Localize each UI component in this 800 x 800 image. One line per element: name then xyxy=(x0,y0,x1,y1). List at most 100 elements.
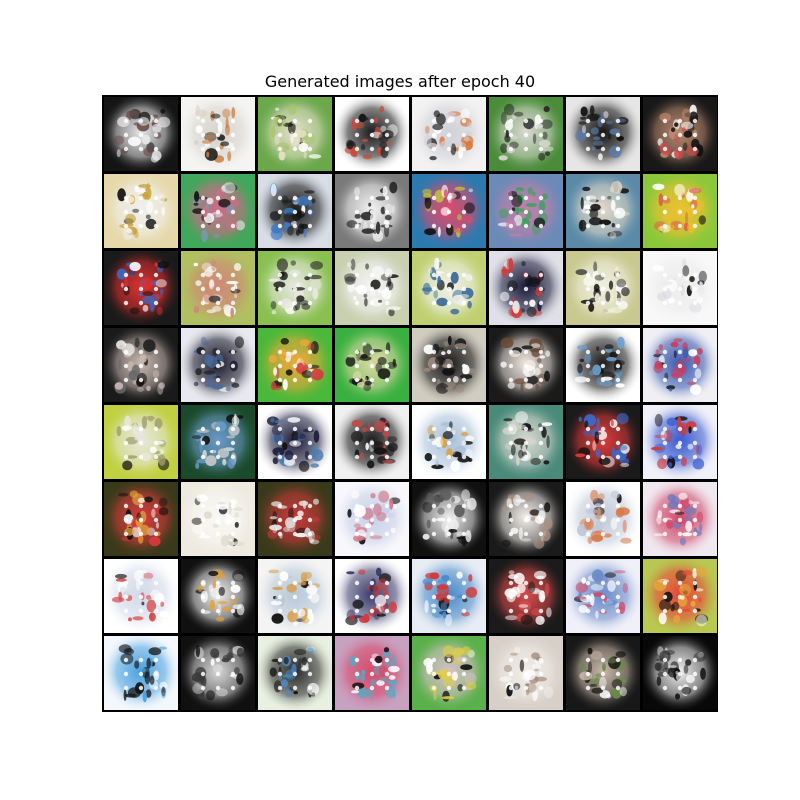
generated-image xyxy=(412,251,486,325)
generated-image-tile xyxy=(258,328,332,402)
generated-image-tile xyxy=(181,559,255,633)
generated-image xyxy=(412,174,486,248)
generated-image xyxy=(258,174,332,248)
generated-image-tile xyxy=(489,251,563,325)
generated-image-tile xyxy=(489,482,563,556)
generated-image xyxy=(489,482,563,556)
generated-image-tile xyxy=(412,328,486,402)
generated-image xyxy=(489,636,563,710)
generated-image xyxy=(104,328,178,402)
generated-image xyxy=(566,559,640,633)
generated-image-tile xyxy=(258,174,332,248)
generated-image-tile xyxy=(566,328,640,402)
generated-image-tile xyxy=(335,482,409,556)
generated-image xyxy=(489,328,563,402)
generated-image-tile xyxy=(412,559,486,633)
generated-image-tile xyxy=(412,97,486,171)
generated-image-tile xyxy=(335,97,409,171)
generated-image-tile xyxy=(412,251,486,325)
image-grid xyxy=(102,95,718,712)
generated-image xyxy=(489,405,563,479)
generated-image xyxy=(566,636,640,710)
generated-image xyxy=(335,405,409,479)
generated-image-tile xyxy=(643,559,717,633)
generated-image-tile xyxy=(489,405,563,479)
generated-image-tile xyxy=(489,174,563,248)
generated-image-tile xyxy=(104,559,178,633)
generated-image-tile xyxy=(104,328,178,402)
generated-image-tile xyxy=(104,482,178,556)
generated-image-tile xyxy=(643,251,717,325)
generated-image xyxy=(104,405,178,479)
generated-image-tile xyxy=(104,174,178,248)
generated-image xyxy=(335,251,409,325)
generated-image-tile xyxy=(412,482,486,556)
generated-image xyxy=(643,482,717,556)
generated-image-tile xyxy=(181,405,255,479)
generated-image xyxy=(412,482,486,556)
generated-image xyxy=(643,405,717,479)
generated-image-tile xyxy=(412,405,486,479)
generated-image xyxy=(181,97,255,171)
generated-image-tile xyxy=(643,482,717,556)
generated-image-tile xyxy=(643,97,717,171)
generated-image-tile xyxy=(335,559,409,633)
generated-image xyxy=(104,636,178,710)
generated-image xyxy=(566,97,640,171)
generated-image xyxy=(335,482,409,556)
generated-image xyxy=(643,251,717,325)
generated-image xyxy=(258,482,332,556)
generated-image xyxy=(258,405,332,479)
generated-image xyxy=(335,97,409,171)
generated-image xyxy=(104,97,178,171)
generated-image xyxy=(181,251,255,325)
generated-image xyxy=(335,636,409,710)
generated-image-tile xyxy=(335,405,409,479)
generated-image xyxy=(181,405,255,479)
generated-image xyxy=(643,636,717,710)
generated-image-tile xyxy=(258,636,332,710)
generated-image xyxy=(258,328,332,402)
generated-image xyxy=(258,97,332,171)
generated-image xyxy=(412,405,486,479)
generated-image-tile xyxy=(181,328,255,402)
generated-image-tile xyxy=(104,636,178,710)
generated-image-tile xyxy=(566,97,640,171)
generated-image xyxy=(181,482,255,556)
generated-image-tile xyxy=(258,97,332,171)
generated-image xyxy=(643,559,717,633)
generated-image xyxy=(335,174,409,248)
generated-image xyxy=(643,97,717,171)
generated-image-tile xyxy=(566,251,640,325)
generated-image-tile xyxy=(335,174,409,248)
generated-image xyxy=(412,636,486,710)
generated-image xyxy=(643,328,717,402)
generated-image xyxy=(412,328,486,402)
generated-image xyxy=(643,174,717,248)
generated-image-tile xyxy=(412,174,486,248)
generated-image xyxy=(566,482,640,556)
generated-image-tile xyxy=(566,559,640,633)
generated-image-tile xyxy=(412,636,486,710)
generated-image xyxy=(181,174,255,248)
generated-image-tile xyxy=(335,251,409,325)
generated-image-tile xyxy=(489,559,563,633)
generated-image-tile xyxy=(489,636,563,710)
generated-image-tile xyxy=(258,405,332,479)
generated-image-tile xyxy=(335,636,409,710)
generated-image-tile xyxy=(566,636,640,710)
generated-image-tile xyxy=(643,174,717,248)
generated-image xyxy=(412,97,486,171)
generated-image xyxy=(489,174,563,248)
generated-image-tile xyxy=(335,328,409,402)
generated-image-tile xyxy=(258,559,332,633)
generated-image xyxy=(566,174,640,248)
generated-image xyxy=(258,636,332,710)
generated-image-tile xyxy=(643,636,717,710)
generated-image xyxy=(335,559,409,633)
generated-image-tile xyxy=(181,97,255,171)
generated-image-tile xyxy=(104,97,178,171)
generated-image-tile xyxy=(566,482,640,556)
generated-image-tile xyxy=(181,636,255,710)
